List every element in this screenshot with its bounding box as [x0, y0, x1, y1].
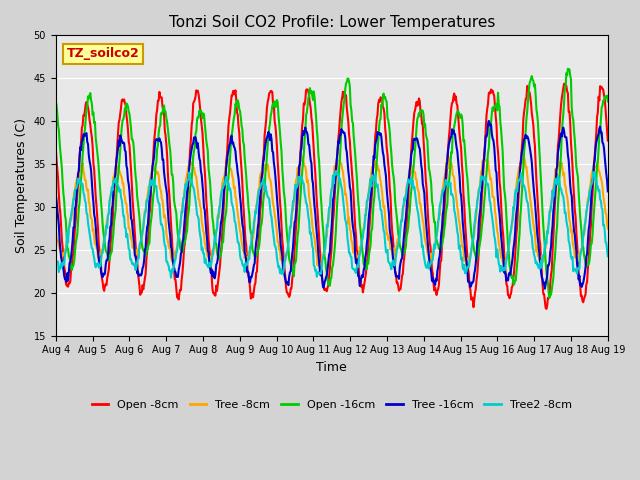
Tree2 -8cm [62, 249, 70, 254]
Tree -16cm [541, 286, 548, 291]
Tree2 -8cm [205, 264, 212, 270]
Line: Tree2 -8cm: Tree2 -8cm [56, 171, 608, 277]
Tree -8cm [204, 254, 212, 260]
Text: TZ_soilco2: TZ_soilco2 [67, 48, 140, 60]
Tree -8cm [604, 226, 612, 231]
Open -8cm [399, 271, 406, 277]
Open -8cm [175, 297, 182, 302]
Tree -16cm [119, 140, 127, 146]
Open -16cm [175, 236, 182, 241]
Tree -16cm [204, 248, 212, 254]
Tree -16cm [415, 144, 423, 150]
Tree2 -8cm [604, 253, 612, 259]
Tree2 -8cm [52, 256, 60, 262]
Tree -8cm [175, 228, 182, 234]
Tree -8cm [298, 153, 305, 158]
Tree2 -8cm [401, 195, 408, 201]
Tree -16cm [62, 276, 70, 282]
Tree -16cm [604, 189, 612, 194]
Y-axis label: Soil Temperatures (C): Soil Temperatures (C) [15, 118, 28, 253]
Tree2 -8cm [332, 168, 340, 174]
Open -16cm [62, 216, 70, 222]
Line: Tree -16cm: Tree -16cm [56, 121, 608, 288]
Tree2 -8cm [175, 228, 183, 234]
Open -8cm [543, 306, 550, 312]
X-axis label: Time: Time [316, 361, 347, 374]
Title: Tonzi Soil CO2 Profile: Lower Temperatures: Tonzi Soil CO2 Profile: Lower Temperatur… [168, 15, 495, 30]
Tree2 -8cm [417, 228, 424, 234]
Open -8cm [62, 279, 70, 285]
Tree -16cm [399, 246, 406, 252]
Open -8cm [560, 81, 568, 86]
Tree -16cm [175, 267, 182, 273]
Tree -8cm [417, 201, 424, 206]
Tree -8cm [62, 249, 70, 255]
Open -8cm [119, 96, 127, 102]
Open -8cm [604, 138, 612, 144]
Open -16cm [52, 98, 60, 104]
Open -16cm [604, 98, 612, 104]
Open -16cm [564, 66, 572, 72]
Tree -16cm [485, 118, 493, 124]
Open -16cm [546, 295, 554, 301]
Tree -8cm [52, 225, 60, 231]
Tree -8cm [316, 264, 323, 269]
Tree2 -8cm [167, 275, 175, 280]
Legend: Open -8cm, Tree -8cm, Open -16cm, Tree -16cm, Tree2 -8cm: Open -8cm, Tree -8cm, Open -16cm, Tree -… [87, 395, 577, 414]
Tree -8cm [119, 180, 127, 186]
Line: Tree -8cm: Tree -8cm [56, 156, 608, 266]
Tree -8cm [401, 200, 408, 206]
Open -16cm [399, 252, 406, 258]
Open -8cm [415, 96, 423, 101]
Line: Open -8cm: Open -8cm [56, 84, 608, 309]
Line: Open -16cm: Open -16cm [56, 69, 608, 298]
Open -8cm [204, 221, 212, 227]
Open -16cm [119, 118, 127, 123]
Open -16cm [415, 110, 423, 116]
Open -8cm [52, 145, 60, 151]
Tree2 -8cm [119, 205, 127, 211]
Open -16cm [204, 148, 212, 154]
Tree -16cm [52, 192, 60, 197]
